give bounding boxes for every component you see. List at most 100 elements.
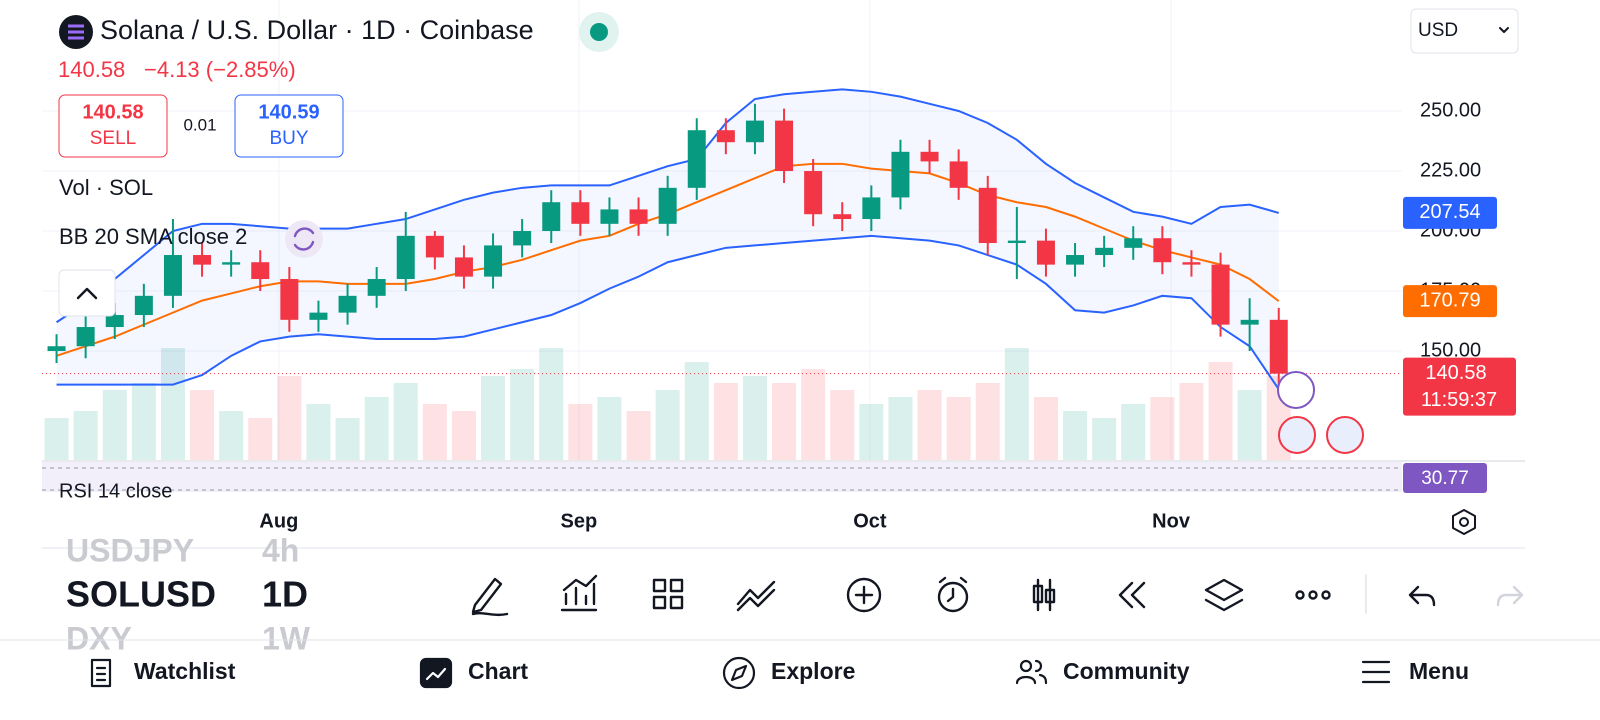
volume-bar: [277, 376, 302, 460]
nav-item[interactable]: Explore: [771, 658, 855, 684]
volume-bar: [946, 397, 971, 460]
nav-item[interactable]: Menu: [1409, 658, 1469, 684]
volume-bar: [539, 348, 564, 460]
buy-button[interactable]: [234, 94, 344, 158]
draw-tool[interactable]: [471, 577, 509, 617]
candle-body: [1240, 319, 1259, 325]
chart-icon: [419, 657, 453, 689]
bb-legend: BB 20 SMA close 2: [59, 224, 247, 249]
sell-button[interactable]: [58, 94, 168, 158]
volume-bar: [684, 362, 709, 460]
candle-body: [1007, 240, 1026, 244]
patterns-tool[interactable]: [736, 580, 776, 612]
rsi-legend: RSI 14 close: [59, 480, 172, 502]
sell-label: SELL: [90, 128, 136, 149]
volume-bar: [772, 383, 797, 460]
volume-bar: [364, 397, 389, 460]
settings-icon[interactable]: [1452, 509, 1476, 535]
volume-bar: [248, 418, 273, 460]
nav-item[interactable]: Chart: [468, 658, 528, 684]
price-tag-label: 207.54: [1419, 201, 1480, 223]
candle-body: [454, 257, 473, 277]
candle-body: [309, 312, 328, 320]
candle-body: [1095, 247, 1114, 256]
x-tick-label: Aug: [259, 510, 298, 532]
currency-select[interactable]: [1410, 8, 1519, 54]
candle-body: [425, 235, 444, 258]
add-tool[interactable]: [846, 577, 882, 613]
price-tag: [1403, 285, 1497, 318]
layers-tool[interactable]: [1204, 578, 1244, 612]
price-tag-label: 170.79: [1419, 289, 1480, 311]
alert-tool[interactable]: [937, 581, 969, 613]
candle-body: [804, 171, 823, 215]
more-tool[interactable]: [1295, 590, 1305, 600]
candle-body: [862, 197, 881, 220]
chart-type-tool[interactable]: [1032, 578, 1056, 612]
select-arrow: [1499, 27, 1509, 33]
settings-dot: [1459, 517, 1469, 527]
nav-item[interactable]: Watchlist: [134, 658, 236, 684]
y-tick-label: 225.00: [1420, 159, 1481, 181]
countdown: 11:59:37: [1421, 389, 1497, 411]
y-tick-label: 250.00: [1420, 99, 1481, 121]
bb-upper: [55, 88, 1280, 324]
event-marker[interactable]: [1277, 371, 1315, 409]
nav-item[interactable]: Community: [1063, 658, 1190, 684]
vol-legend: Vol · SOL: [59, 175, 153, 200]
bb-refresh[interactable]: [285, 220, 323, 258]
candle-body: [1153, 238, 1172, 263]
buy-price: 140.59: [258, 101, 319, 123]
bb-lower: [56, 234, 1280, 390]
event-flag[interactable]: [1278, 416, 1316, 454]
volume-bar: [306, 404, 331, 460]
collapse-button[interactable]: [58, 269, 116, 317]
logo-mark: [68, 24, 84, 40]
interval-next[interactable]: 1W: [262, 620, 311, 656]
candle-body: [1269, 319, 1288, 374]
symbol-next[interactable]: DXY: [66, 620, 132, 656]
indicators-tool[interactable]: [560, 574, 598, 612]
rsi-value: 30.77: [1421, 468, 1469, 489]
symbol-prev[interactable]: USDJPY: [66, 532, 194, 568]
candle-body: [571, 202, 590, 224]
volume-bar: [44, 418, 69, 460]
volume-bar: [713, 383, 738, 460]
interval-current[interactable]: 1D: [262, 574, 308, 615]
volume-bar: [1092, 418, 1117, 460]
volume-bar: [917, 390, 942, 460]
redo-tool[interactable]: [1496, 585, 1524, 607]
status-dot: [590, 23, 608, 41]
y-tick-label: 150.00: [1420, 339, 1481, 361]
volume-bar: [597, 397, 622, 460]
layout-tool[interactable]: [652, 578, 684, 610]
volume-bar: [510, 369, 535, 460]
replay-tool[interactable]: [1118, 581, 1146, 609]
candle-body: [251, 262, 270, 280]
x-tick-label: Oct: [853, 510, 887, 532]
candle-body: [775, 120, 794, 172]
explore-icon: [722, 656, 756, 690]
volume-bar: [160, 348, 185, 460]
candle-body: [629, 209, 648, 224]
symbol-current[interactable]: SOLUSD: [66, 574, 216, 615]
volume-bar: [1208, 362, 1233, 460]
candle-body: [542, 202, 561, 232]
candle-body: [949, 161, 968, 188]
volume-bar: [1033, 397, 1058, 460]
volume-bar: [1121, 404, 1146, 460]
candle-body: [891, 151, 910, 198]
candle-body: [76, 327, 95, 347]
volume-bar: [481, 376, 506, 460]
undo-tool[interactable]: [1408, 585, 1436, 607]
event-flag[interactable]: [1326, 416, 1364, 454]
x-tick-label: Sep: [561, 510, 598, 532]
volume-bar: [801, 369, 826, 460]
volume-bar: [626, 411, 651, 460]
interval-prev[interactable]: 4h: [262, 532, 299, 568]
currency: USD: [1418, 20, 1458, 41]
candle-body: [338, 295, 357, 313]
candle-body: [193, 255, 212, 265]
